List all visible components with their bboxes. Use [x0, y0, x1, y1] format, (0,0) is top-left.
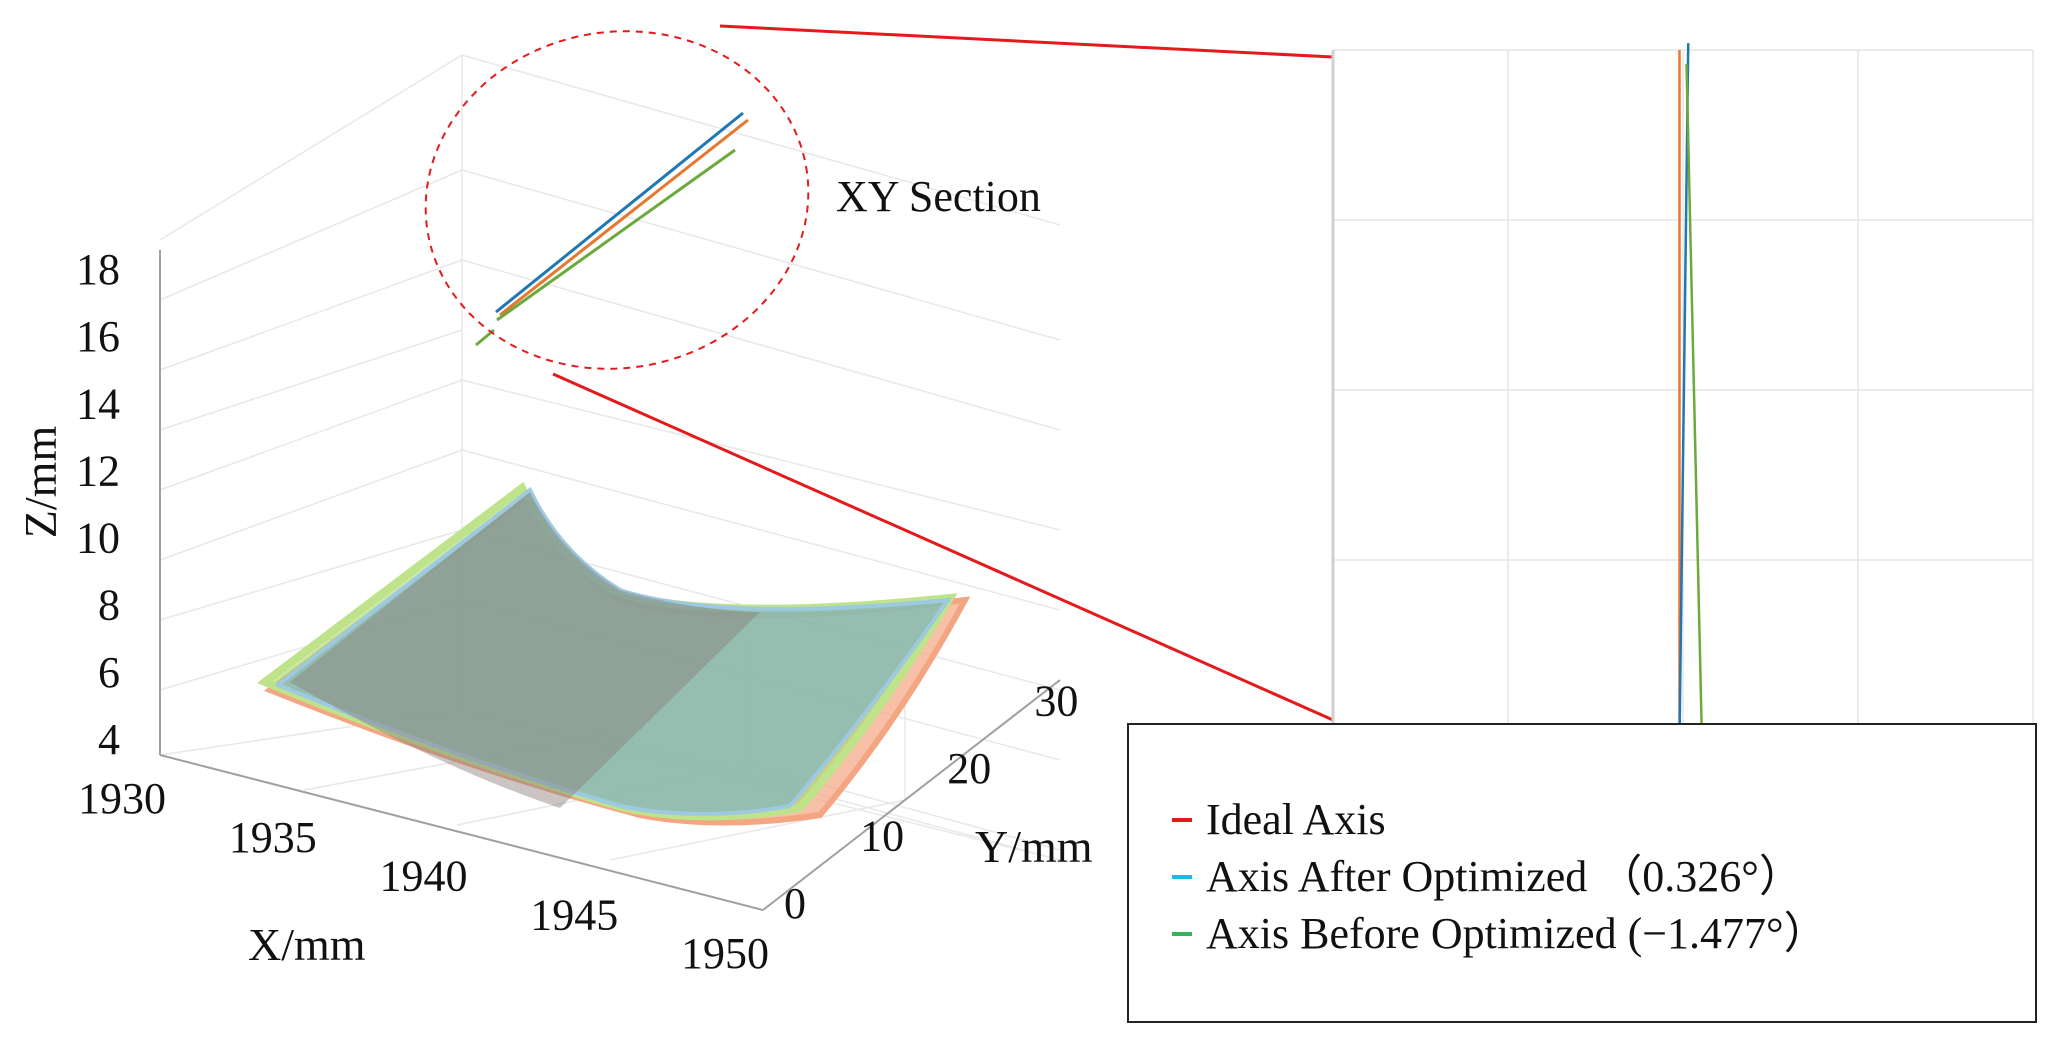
x-tick-labels: 1930 1935 1940 1945 1950: [78, 774, 769, 978]
y-tick-label: 20: [947, 744, 991, 793]
zoom-axis-lines: [1678, 43, 1704, 754]
zoom-connectors: [552, 24, 1334, 722]
z-tick-label: 18: [76, 245, 120, 294]
surfaces: [256, 481, 971, 826]
z-tick-label: 8: [98, 581, 120, 630]
x-axis-title: X/mm: [248, 919, 366, 970]
x-tick-label: 1930: [78, 774, 166, 823]
y-tick-label: 30: [1034, 677, 1078, 726]
legend-label-ideal: Ideal Axis: [1206, 795, 1386, 844]
z-axis-title: Z/mm: [15, 426, 66, 539]
z-tick-label: 10: [76, 514, 120, 563]
x-tick-label: 1935: [229, 813, 317, 862]
z-tick-labels: 4 6 8 10 12 14 16 18: [76, 245, 120, 764]
back-grid: [159, 54, 1061, 861]
legend-item-ideal: Ideal Axis: [1172, 795, 1386, 844]
z-tick-label: 12: [76, 446, 120, 495]
z-tick-label: 14: [76, 379, 120, 428]
legend-label-before: Axis Before Optimized (−1.477°）: [1206, 909, 1828, 958]
zoom-after-axis-line: [1678, 43, 1690, 741]
y-tick-labels: 0 10 20 30: [784, 677, 1078, 928]
surface-shadow: [290, 492, 760, 808]
after-axis-line-3d: [495, 111, 744, 314]
legend-item-after: Axis After Optimized （0.326°）: [1172, 852, 1803, 901]
z-tick-label: 6: [98, 648, 120, 697]
legend-item-before: Axis Before Optimized (−1.477°）: [1172, 909, 1828, 958]
legend-label-after: Axis After Optimized （0.326°）: [1206, 852, 1803, 901]
z-tick-label: 16: [76, 312, 120, 361]
ideal-axis-line-3d: [499, 118, 749, 317]
zoom-before-axis-line: [1685, 63, 1704, 754]
x-tick-label: 1940: [380, 852, 468, 901]
legend: Ideal Axis Axis After Optimized （0.326°）…: [1127, 723, 2037, 1023]
xy-section-label: XY Section: [836, 172, 1041, 221]
y-axis-title: Y/mm: [975, 821, 1093, 872]
x-tick-label: 1950: [681, 929, 769, 978]
xy-section-highlight-circle: [424, 30, 810, 370]
before-axis-line-3d: [496, 148, 736, 322]
y-tick-label: 0: [784, 879, 806, 928]
y-tick-label: 10: [860, 812, 904, 861]
x-tick-label: 1945: [530, 890, 618, 939]
axis-lines-3d: [475, 111, 749, 347]
surface-3d-plot: XY Section 4 6 8 10 12 14 16 18 1930 1935 1940 194…: [15, 30, 1093, 978]
xy-section-zoom-plot: [1331, 43, 2034, 754]
axis-lines: [159, 250, 1061, 911]
legend-box: [1127, 723, 2037, 1023]
surface-after: [274, 486, 953, 816]
z-tick-label: 4: [98, 715, 120, 764]
